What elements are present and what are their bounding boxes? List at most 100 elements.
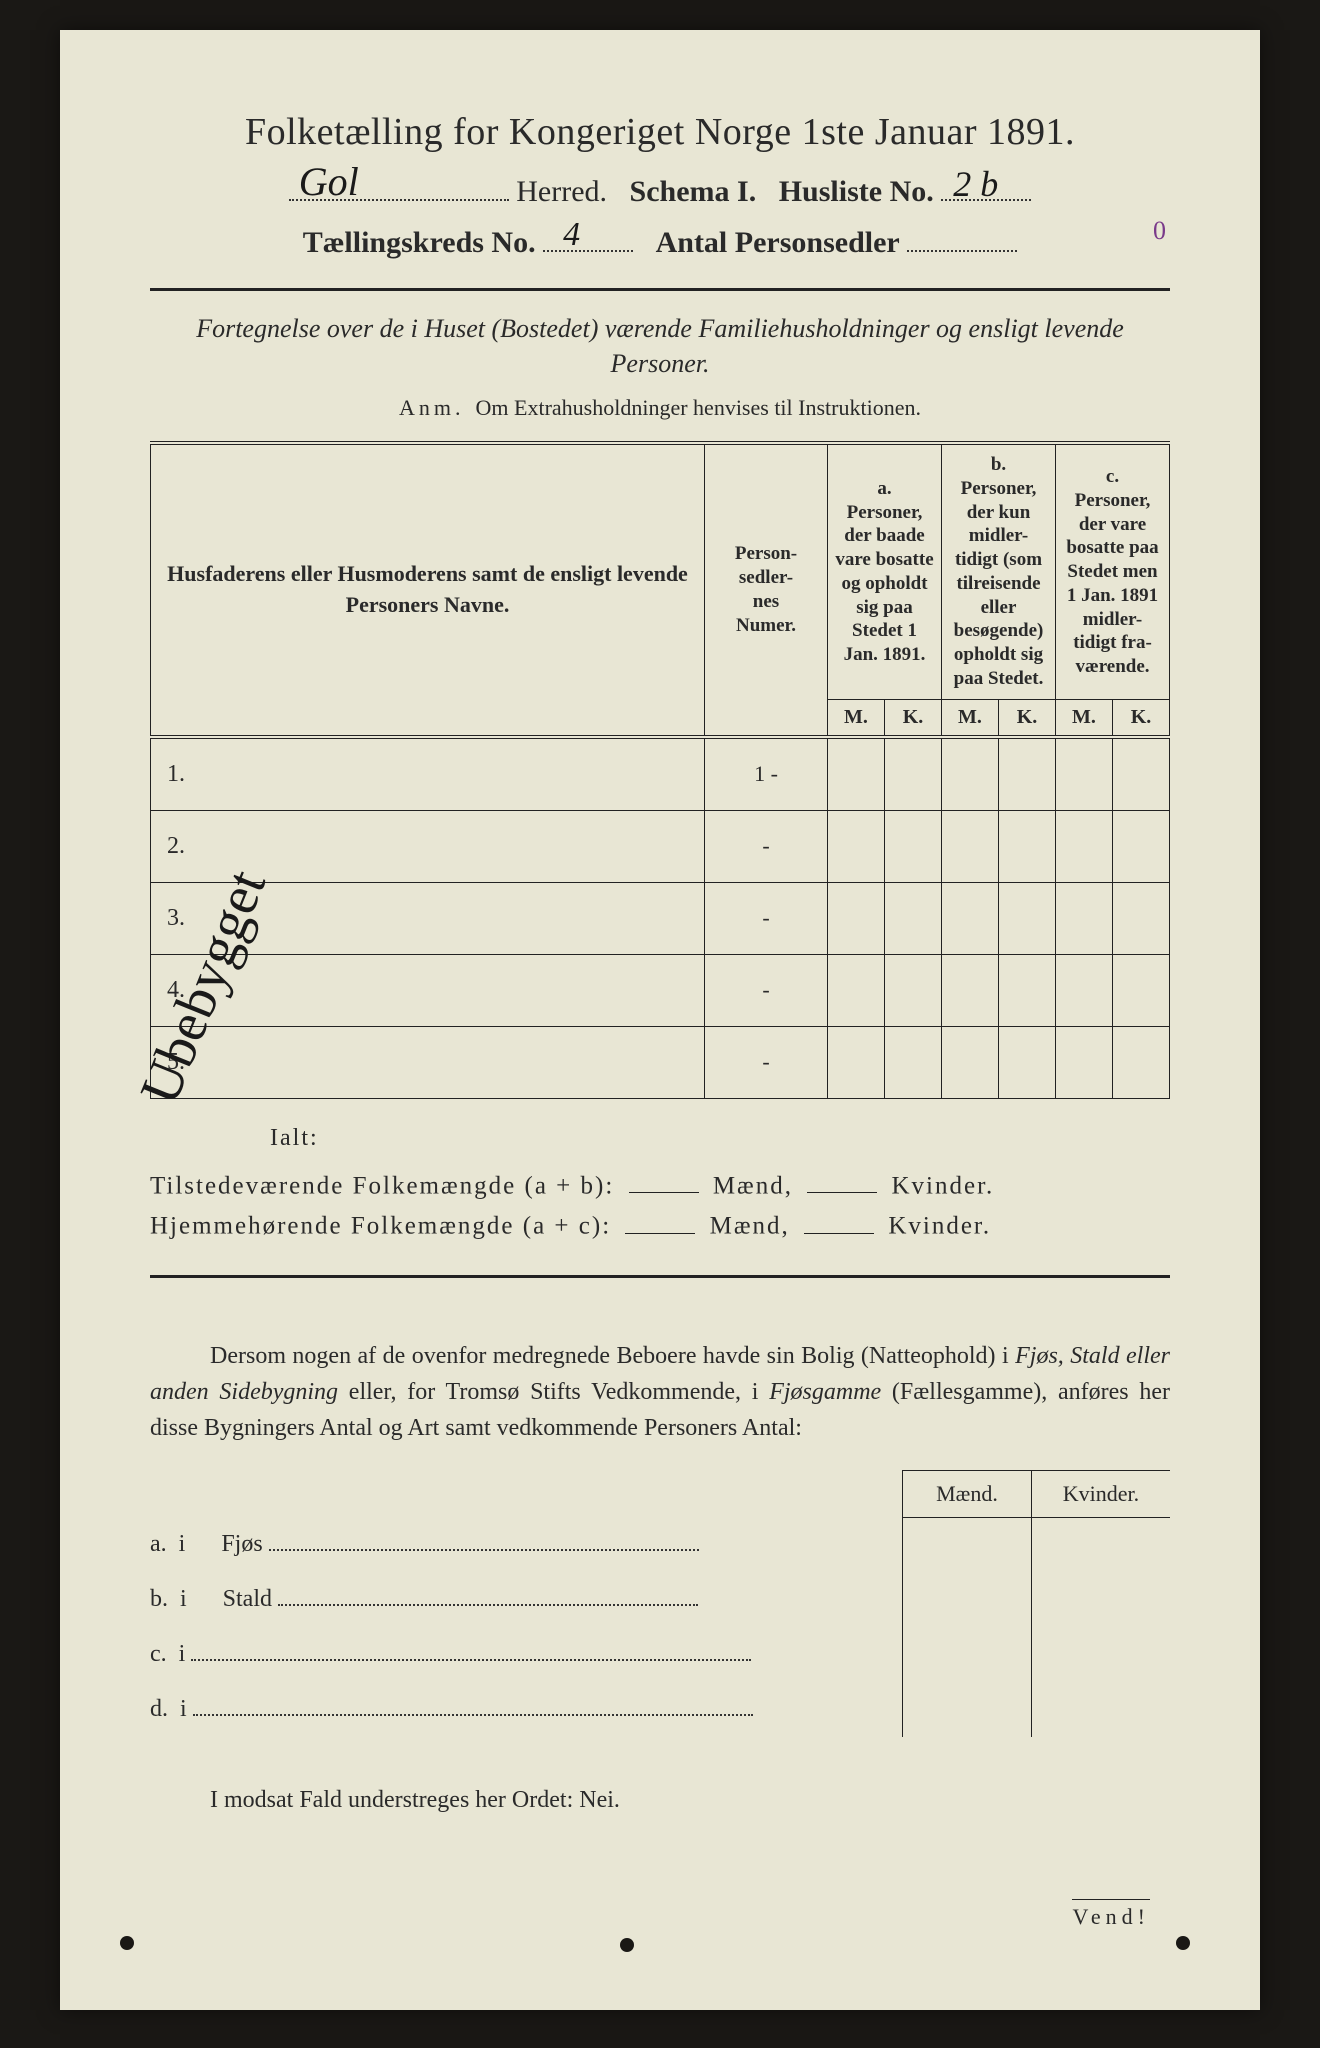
cell	[828, 737, 885, 811]
row-name-cell	[217, 810, 705, 882]
col-header-c: c. Personer, der vare bosatte paa Stedet…	[1056, 443, 1170, 699]
cell	[828, 1026, 885, 1098]
form-subtitle: Fortegnelse over de i Huset (Bostedet) v…	[180, 311, 1140, 381]
col-header-personsedler: Person-sedler-nesNumer.	[705, 443, 828, 737]
row-c: c. i	[150, 1627, 903, 1682]
cell	[885, 954, 942, 1026]
col-b-m: M.	[942, 699, 999, 737]
punch-hole-icon	[120, 1936, 134, 1950]
cell	[999, 737, 1056, 811]
antal-label: Antal Personsedler	[656, 226, 900, 259]
row-psn: -	[705, 1026, 828, 1098]
kreds-label: Tællingskreds No.	[303, 226, 536, 259]
main-table-wrap: Husfaderens eller Husmoderens samt de en…	[150, 441, 1170, 1099]
row-psn: 1 -	[705, 737, 828, 811]
col-c-k: K.	[1113, 699, 1170, 737]
cell	[999, 954, 1056, 1026]
row-name-cell: Ubebygget	[217, 737, 705, 811]
cell	[903, 1682, 1032, 1737]
table-row: 3. -	[151, 882, 1170, 954]
col-header-b: b. Personer, der kun midler-tidigt (som …	[942, 443, 1056, 699]
row-b: b. i Stald	[150, 1572, 903, 1627]
ialt-label: Ialt:	[270, 1125, 1170, 1152]
maend-header: Mænd.	[903, 1470, 1032, 1517]
cell	[885, 810, 942, 882]
cell	[942, 810, 999, 882]
cell	[885, 882, 942, 954]
cell	[942, 1026, 999, 1098]
cell	[1032, 1627, 1171, 1682]
cell	[1032, 1517, 1171, 1572]
sum-line-2: Hjemmehørende Folkemængde (a + c): Mænd,…	[150, 1210, 1170, 1241]
footer-note: I modsat Fald understreges her Ordet: Ne…	[150, 1787, 1170, 1814]
row-name-cell	[217, 954, 705, 1026]
husliste-label: Husliste No.	[779, 175, 934, 208]
cell	[1056, 1026, 1113, 1098]
main-table: Husfaderens eller Husmoderens samt de en…	[150, 441, 1170, 1099]
row-num: 1.	[151, 737, 218, 811]
herred-handwritten: Gol	[299, 158, 359, 205]
annotation-purple: 0	[1153, 216, 1166, 246]
cell	[1113, 810, 1170, 882]
cell	[828, 954, 885, 1026]
row-name-cell	[217, 882, 705, 954]
row-d: d. i	[150, 1682, 903, 1737]
cell	[885, 1026, 942, 1098]
vend-label: Vend!	[1072, 1899, 1150, 1930]
cell	[942, 882, 999, 954]
paragraph: Dersom nogen af de ovenfor medregnede Be…	[150, 1338, 1170, 1446]
col-header-a: a. Personer, der baade vare bosatte og o…	[828, 443, 942, 699]
cell	[999, 1026, 1056, 1098]
col-header-name: Husfaderens eller Husmoderens samt de en…	[151, 443, 705, 737]
kreds-handwritten: 4	[563, 216, 580, 254]
col-a-k: K.	[885, 699, 942, 737]
husliste-handwritten: 2 b	[953, 163, 998, 205]
cell	[1056, 810, 1113, 882]
sum-line-1: Tilstedeværende Folkemængde (a + b): Mæn…	[150, 1170, 1170, 1201]
header-line-2: Gol Herred. Schema I. Husliste No. 2 b 0	[150, 166, 1170, 209]
cell	[1113, 954, 1170, 1026]
cell	[1113, 882, 1170, 954]
table-row: 2. -	[151, 810, 1170, 882]
cell	[828, 810, 885, 882]
cell	[828, 882, 885, 954]
abcd-section: Mænd. Kvinder. a. i Fjøs b. i Stald	[150, 1470, 1170, 1738]
cell	[942, 954, 999, 1026]
cell	[1113, 737, 1170, 811]
table-row: 1. Ubebygget 1 -	[151, 737, 1170, 811]
cell	[903, 1517, 1032, 1572]
cell	[999, 882, 1056, 954]
divider-2	[150, 1275, 1170, 1278]
table-row: 4. -	[151, 954, 1170, 1026]
row-psn: -	[705, 882, 828, 954]
cell	[942, 737, 999, 811]
row-num: 2.	[151, 810, 218, 882]
row-a: a. i Fjøs	[150, 1517, 903, 1572]
cell	[1056, 737, 1113, 811]
cell	[903, 1627, 1032, 1682]
page-title: Folketælling for Kongeriget Norge 1ste J…	[150, 110, 1170, 154]
punch-hole-icon	[620, 1938, 634, 1952]
cell	[999, 810, 1056, 882]
col-a-m: M.	[828, 699, 885, 737]
col-c-m: M.	[1056, 699, 1113, 737]
cell	[1056, 954, 1113, 1026]
header-line-3: Tællingskreds No. 4 Antal Personsedler	[150, 217, 1170, 260]
cell	[1113, 1026, 1170, 1098]
anm-note: Anm. Om Extrahusholdninger henvises til …	[150, 395, 1170, 421]
divider-1	[150, 288, 1170, 291]
schema-label: Schema I.	[630, 175, 757, 208]
punch-hole-icon	[1176, 1936, 1190, 1950]
cell	[903, 1572, 1032, 1627]
row-psn: -	[705, 810, 828, 882]
herred-label: Herred.	[516, 175, 607, 208]
table-row: 5. -	[151, 1026, 1170, 1098]
kvinder-header: Kvinder.	[1032, 1470, 1171, 1517]
cell	[1056, 882, 1113, 954]
row-psn: -	[705, 954, 828, 1026]
cell	[885, 737, 942, 811]
col-b-k: K.	[999, 699, 1056, 737]
census-form-page: Folketælling for Kongeriget Norge 1ste J…	[60, 30, 1260, 2010]
cell	[1032, 1572, 1171, 1627]
cell	[1032, 1682, 1171, 1737]
